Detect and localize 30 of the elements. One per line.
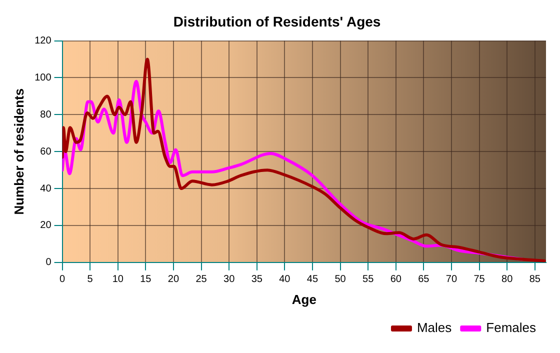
x-tick-label: 70 — [446, 274, 458, 286]
x-tick-label: 0 — [60, 274, 66, 286]
x-tick-label: 25 — [196, 274, 208, 286]
y-tick-label: 20 — [40, 220, 52, 232]
y-tick-label: 60 — [40, 146, 52, 158]
x-tick-label: 60 — [390, 274, 402, 286]
x-tick-label: 80 — [502, 274, 514, 286]
x-tick-label: 55 — [362, 274, 374, 286]
x-tick-label: 30 — [224, 274, 236, 286]
legend-label: Males — [416, 320, 452, 336]
x-axis-title: Age — [292, 292, 316, 307]
y-tick-label: 80 — [40, 109, 52, 120]
x-tick-label: 40 — [279, 274, 291, 286]
x-tick-label: 75 — [474, 274, 486, 286]
x-tick-label: 45 — [306, 274, 318, 286]
y-tick-label: 0 — [46, 257, 52, 268]
legend-label: Females — [486, 320, 536, 336]
x-tick-label: 5 — [87, 274, 94, 286]
y-axis-title: Number of residents — [11, 88, 26, 215]
x-tick-label: 50 — [334, 274, 346, 286]
y-tick-label: 40 — [40, 183, 52, 194]
x-tick-label: 65 — [418, 274, 430, 286]
x-tick-label: 35 — [251, 274, 263, 286]
chart-title: Distribution of Residents' Ages — [173, 13, 381, 30]
x-tick-label: 85 — [529, 274, 541, 286]
x-tick-label: 10 — [112, 274, 124, 286]
x-tick-label: 20 — [168, 274, 180, 286]
x-tick-label: 15 — [140, 274, 152, 286]
y-tick-label: 120 — [34, 36, 52, 47]
y-tick-label: 100 — [34, 72, 52, 84]
